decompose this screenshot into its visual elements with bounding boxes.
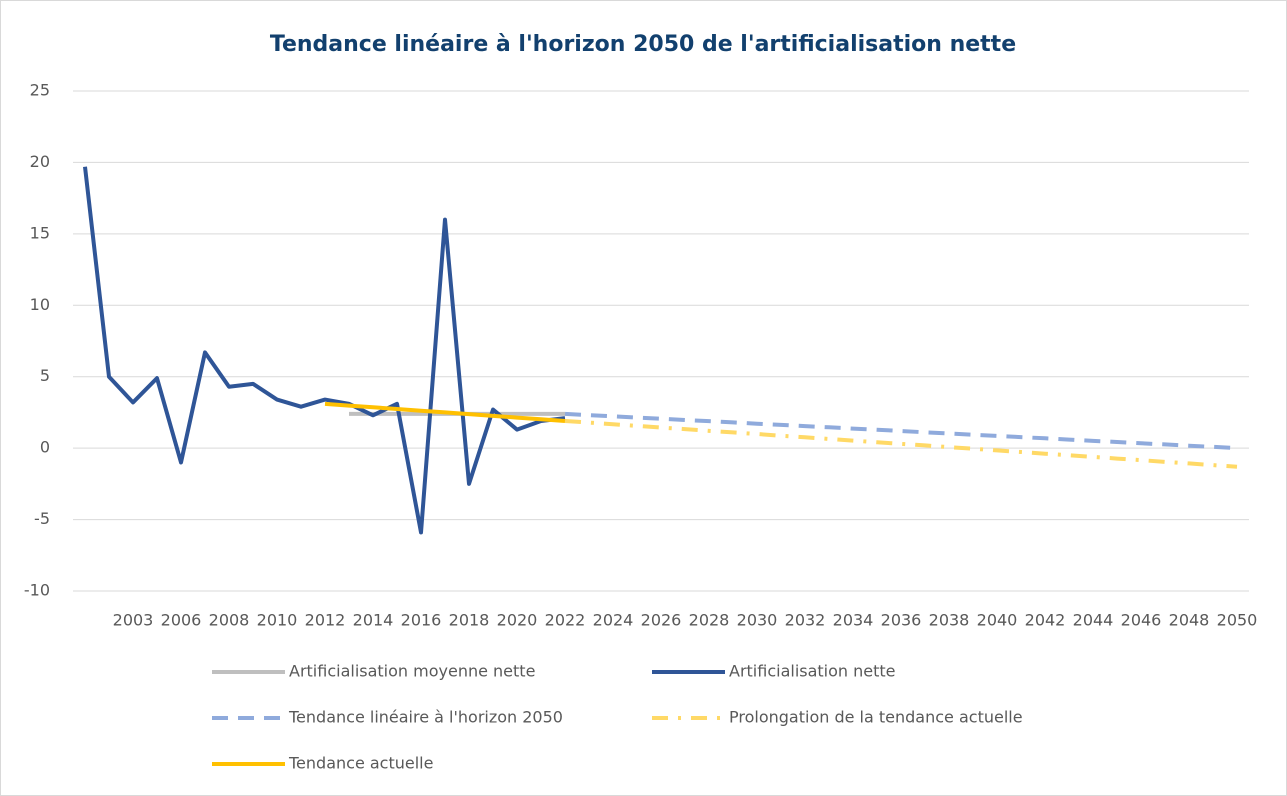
x-tick-label: 2008 — [209, 611, 250, 630]
x-tick-label: 2020 — [497, 611, 538, 630]
x-tick-label: 2022 — [545, 611, 586, 630]
legend-label: Tendance actuelle — [288, 754, 433, 773]
legend-label: Artificialisation nette — [729, 662, 896, 681]
x-tick-label: 2044 — [1073, 611, 1114, 630]
y-tick-label: 5 — [40, 366, 50, 385]
y-tick-label: 0 — [40, 438, 50, 457]
series-line — [564, 419, 1238, 469]
x-tick-label: 2028 — [689, 611, 730, 630]
legend-label: Tendance linéaire à l'horizon 2050 — [288, 708, 563, 727]
x-tick-label: 2048 — [1169, 611, 1210, 630]
y-tick-label: 25 — [30, 81, 50, 100]
x-tick-label: 2003 — [113, 611, 154, 630]
x-tick-label: 2030 — [737, 611, 778, 630]
series-line — [83, 166, 566, 535]
series-line — [324, 401, 566, 423]
x-tick-label: 2018 — [449, 611, 490, 630]
legend-label: Artificialisation moyenne nette — [289, 662, 535, 681]
y-tick-label: -5 — [34, 509, 50, 528]
x-tick-label: 2014 — [353, 611, 394, 630]
x-tick-label: 2046 — [1121, 611, 1162, 630]
x-tick-label: 2050 — [1217, 611, 1258, 630]
x-tick-label: 2032 — [785, 611, 826, 630]
x-tick-label: 2040 — [977, 611, 1018, 630]
series-line — [564, 411, 1238, 451]
x-tick-label: 2036 — [881, 611, 922, 630]
x-tick-label: 2006 — [161, 611, 202, 630]
y-tick-label: -10 — [24, 581, 50, 600]
x-tick-label: 2034 — [833, 611, 874, 630]
y-tick-label: 15 — [30, 223, 50, 242]
x-tick-label: 2038 — [929, 611, 970, 630]
chart-title: Tendance linéaire à l'horizon 2050 de l'… — [270, 32, 1016, 57]
x-tick-label: 2042 — [1025, 611, 1066, 630]
x-tick-label: 2010 — [257, 611, 298, 630]
y-tick-label: 20 — [30, 152, 50, 171]
x-tick-label: 2024 — [593, 611, 634, 630]
y-tick-label: 10 — [30, 295, 50, 314]
x-tick-label: 2012 — [305, 611, 346, 630]
x-tick-label: 2016 — [401, 611, 442, 630]
legend-label: Prolongation de la tendance actuelle — [729, 708, 1023, 727]
x-tick-label: 2026 — [641, 611, 682, 630]
